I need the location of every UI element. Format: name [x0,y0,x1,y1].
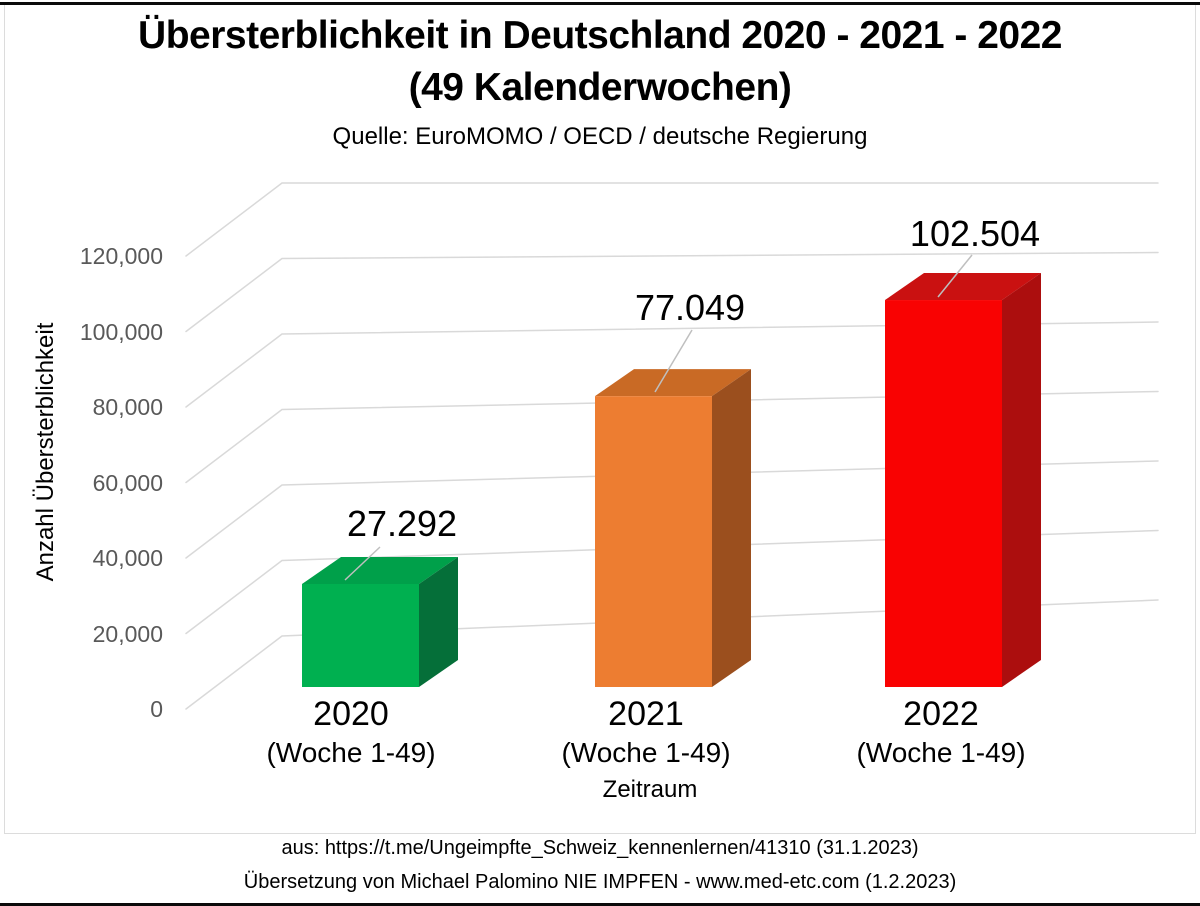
bar-front-face [885,300,1002,687]
chart-title-line2: (49 Kalenderwochen) [408,66,792,109]
chart-area-left-border [4,5,5,833]
bar-side-face [1002,273,1041,687]
gridline [185,182,1159,257]
chart-area-bottom-border [4,833,1196,834]
bar-side-face [419,556,458,687]
bar-front-face [302,583,419,687]
chart-area-right-border [1195,5,1196,833]
footer-source-line: aus: https://t.me/Ungeimpfte_Schweiz_ken… [281,837,919,859]
value-leader-line [654,329,693,393]
gridline [185,460,1159,559]
page-top-border [0,2,1200,5]
x-axis-title: Zeitraum [602,776,698,803]
chart-title-line1: Übersterblichkeit in Deutschland 2020 - … [138,14,1062,57]
bar-top-face [302,556,458,584]
footer-translation-line: Übersetzung von Michael Palomino NIE IMP… [243,871,957,893]
gridline [185,529,1159,635]
chart-subtitle-source: Quelle: EuroMOMO / OECD / deutsche Regie… [332,123,868,150]
value-leader-line [344,546,381,581]
gridline [185,390,1159,484]
bar-top-face [885,273,1041,301]
y-axis-title: Anzahl Übersterblichkeit [32,322,59,582]
bar-top-face [595,369,751,397]
page-bottom-border [0,903,1200,906]
gridline [185,599,1159,710]
value-leader-line [937,254,973,298]
bar-front-face [595,396,712,687]
gridline [185,321,1159,408]
bar-side-face [712,369,751,687]
gridline [185,251,1159,333]
